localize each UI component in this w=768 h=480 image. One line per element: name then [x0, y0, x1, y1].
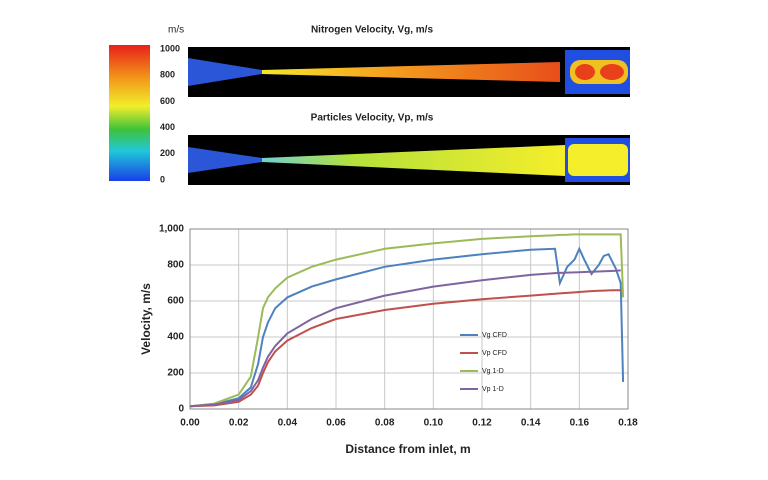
x-axis-label: Distance from inlet, m — [345, 442, 470, 456]
colorbar-tick-label: 800 — [160, 70, 175, 80]
colorbar-tick-label: 0 — [160, 174, 165, 184]
colorbar — [109, 45, 150, 181]
contour-gas — [188, 47, 630, 97]
legend-label: Vg 1-D — [482, 368, 504, 375]
x-tick-label: 0.06 — [326, 418, 346, 429]
x-tick-label: 0.16 — [570, 418, 590, 429]
y-tick-label: 0 — [178, 404, 184, 415]
y-tick-label: 600 — [167, 296, 184, 307]
series-line — [189, 269, 621, 408]
x-tick-label: 0.14 — [521, 418, 541, 429]
colorbar-tick-label: 400 — [160, 122, 175, 132]
y-tick-label: 800 — [167, 260, 184, 271]
colorbar-tick-label: 1000 — [160, 43, 180, 53]
legend-label: Vp 1-D — [482, 386, 504, 393]
contour-particles — [188, 135, 630, 185]
panel-title: Nitrogen Velocity, Vg, m/s — [311, 25, 434, 36]
y-tick-label: 400 — [167, 332, 184, 343]
y-axis-label: Velocity, m/s — [139, 283, 153, 355]
colorbar-tick-label: 600 — [160, 96, 175, 106]
x-tick-label: 0.12 — [472, 418, 492, 429]
colorbar-label: m/s — [168, 25, 184, 36]
x-tick-label: 0.00 — [180, 418, 200, 429]
series-line — [189, 246, 625, 408]
series-line — [189, 233, 625, 408]
x-tick-label: 0.18 — [618, 418, 638, 429]
colorbar-tick-label: 200 — [160, 148, 175, 158]
x-tick-label: 0.10 — [424, 418, 444, 429]
series-line — [189, 289, 621, 408]
x-tick-label: 0.02 — [229, 418, 249, 429]
legend-label: Vg CFD — [482, 332, 507, 339]
panel-title: Particles Velocity, Vp, m/s — [311, 113, 434, 124]
x-tick-label: 0.08 — [375, 418, 395, 429]
x-tick-label: 0.04 — [278, 418, 298, 429]
legend-label: Vp CFD — [482, 350, 507, 357]
plot-frame — [189, 228, 629, 410]
y-tick-label: 200 — [167, 368, 184, 379]
y-tick-label: 1,000 — [159, 224, 184, 235]
